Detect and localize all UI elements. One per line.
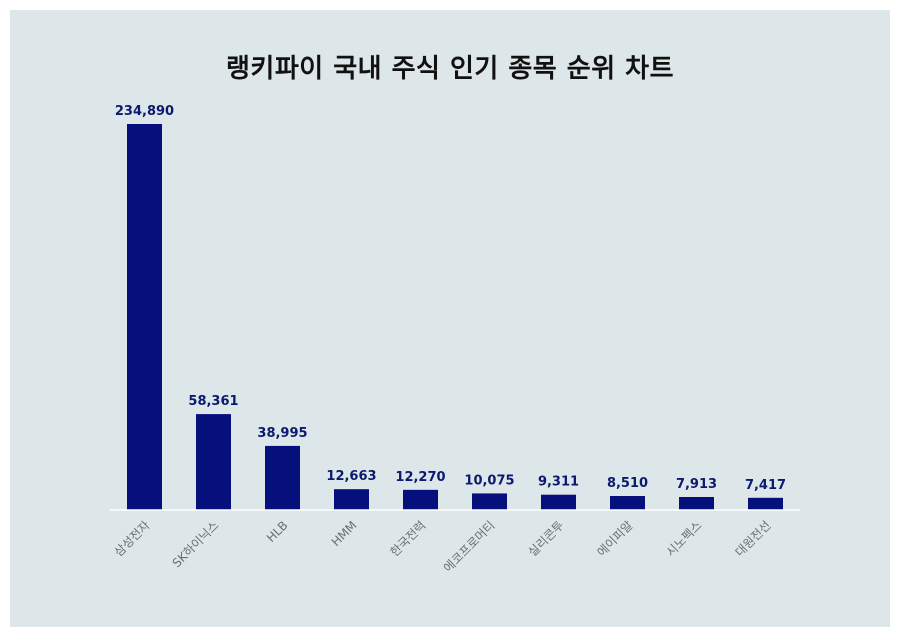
value-label-2: 38,995 — [257, 426, 307, 441]
value-label-3: 12,663 — [326, 469, 376, 484]
category-label-7: 에이피알 — [594, 518, 635, 559]
bar-1 — [196, 414, 231, 510]
value-label-0: 234,890 — [115, 104, 174, 119]
value-label-8: 7,913 — [676, 477, 717, 492]
category-label-8: 시노펙스 — [663, 518, 704, 559]
bar-6 — [541, 494, 576, 510]
value-label-1: 58,361 — [188, 394, 238, 409]
category-label-2: HLB — [264, 518, 291, 545]
value-label-6: 9,311 — [538, 475, 579, 490]
category-label-5: 에코프로머티 — [441, 518, 498, 575]
category-label-1: SK하이닉스 — [170, 518, 222, 570]
category-label-0: 삼성전자 — [111, 518, 152, 559]
bar-8 — [679, 496, 714, 510]
value-label-7: 8,510 — [607, 476, 648, 491]
category-label-6: 실리콘투 — [525, 518, 566, 559]
value-label-4: 12,270 — [395, 470, 445, 485]
category-label-3: HMM — [329, 518, 360, 549]
bar-3 — [334, 489, 369, 510]
bar-7 — [610, 496, 645, 510]
bar-4 — [403, 489, 438, 510]
category-label-4: 한국전력 — [387, 518, 428, 559]
bar-9 — [748, 497, 783, 510]
chart-title: 랭키파이 국내 주식 인기 종목 순위 차트 — [225, 54, 675, 84]
category-label-9: 대원전선 — [732, 518, 773, 559]
bar-0 — [127, 124, 162, 510]
bar-2 — [265, 445, 300, 510]
value-label-5: 10,075 — [464, 473, 514, 488]
value-label-9: 7,417 — [745, 478, 786, 493]
bar-5 — [472, 493, 507, 510]
